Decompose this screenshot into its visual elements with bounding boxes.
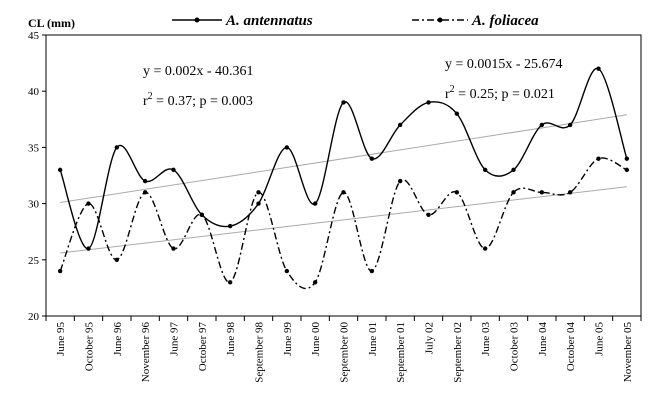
data-point [284,268,290,274]
data-point [397,178,403,184]
trend-line-1 [60,186,627,254]
data-point [482,167,488,173]
x-tick-label: October 97 [197,322,209,372]
data-point [284,145,290,150]
data-point [256,201,261,206]
data-point [114,257,120,262]
x-tick-label: June 05 [594,322,606,356]
data-point [624,167,630,173]
legend-label-1: A. foliacea [471,13,539,29]
x-tick-label: June 04 [537,322,549,356]
y-tick-label: 25 [28,255,40,267]
x-tick-label: June 95 [55,322,67,356]
data-point [142,190,148,195]
y-tick-label: 35 [28,142,40,154]
data-point [624,156,630,161]
x-tick-label: June 00 [310,322,322,356]
x-tick-label: November 96 [140,322,152,383]
x-tick-label: June 96 [112,322,124,356]
y-tick-label: 20 [28,311,40,323]
r2-text-1: r2 = 0.25; p = 0.021 [445,84,555,102]
x-tick-label: June 99 [282,322,294,356]
data-point [539,190,545,195]
x-tick-label: October 04 [565,322,577,372]
x-tick-label: June 03 [480,322,492,356]
data-point [312,280,318,285]
data-point [454,190,460,195]
equation-1: y = 0.0015x - 25.674 [445,57,563,72]
data-point [369,156,375,161]
data-point [539,122,545,128]
data-point [482,246,488,251]
data-point [596,66,601,71]
y-tick-label: 40 [28,86,40,98]
x-tick-label: November 05 [622,322,634,383]
x-tick-label: October 95 [84,322,96,372]
y-tick-label: 45 [28,30,40,42]
y-axis-label: CL (mm) [28,16,75,30]
data-point [57,268,63,274]
legend-marker-0 [194,17,200,23]
x-tick-label: June 97 [169,322,181,356]
data-point [426,212,431,218]
r2-text-0: r2 = 0.37; p = 0.003 [143,91,253,109]
legend-label-0: A. antennatus [225,13,313,29]
x-tick-label: June 98 [225,322,237,356]
x-tick-label: September 02 [452,322,464,383]
plot-frame [45,34,642,317]
data-point [114,145,120,150]
x-tick-label: September 98 [254,322,266,383]
data-point [142,178,148,184]
data-point [567,190,573,195]
data-point [567,122,573,128]
y-tick-label: 30 [28,199,40,211]
data-point [256,190,261,195]
legend-marker-1 [437,17,443,23]
data-point [86,201,91,206]
data-point [312,201,318,206]
data-point [511,190,516,195]
series-line-1 [59,157,628,290]
data-point [171,246,176,251]
x-tick-label: September 01 [395,322,407,383]
x-tick-label: June 01 [367,322,379,356]
x-tick-label: October 03 [509,322,521,372]
data-point [227,223,233,229]
data-point [511,167,516,173]
data-point [86,246,91,251]
x-tick-label: July 02 [424,322,436,354]
data-point [171,167,176,173]
data-point [454,111,460,116]
trend-line-0 [60,114,627,203]
data-point [341,190,346,195]
x-tick-label: September 00 [339,322,351,383]
data-point [397,122,403,128]
data-point [57,167,63,173]
data-point [596,156,601,161]
data-point [199,212,205,218]
data-point [426,100,431,105]
data-point [341,100,346,105]
equation-0: y = 0.002x - 40.361 [143,64,254,79]
data-point [227,280,233,285]
data-point [369,268,375,274]
